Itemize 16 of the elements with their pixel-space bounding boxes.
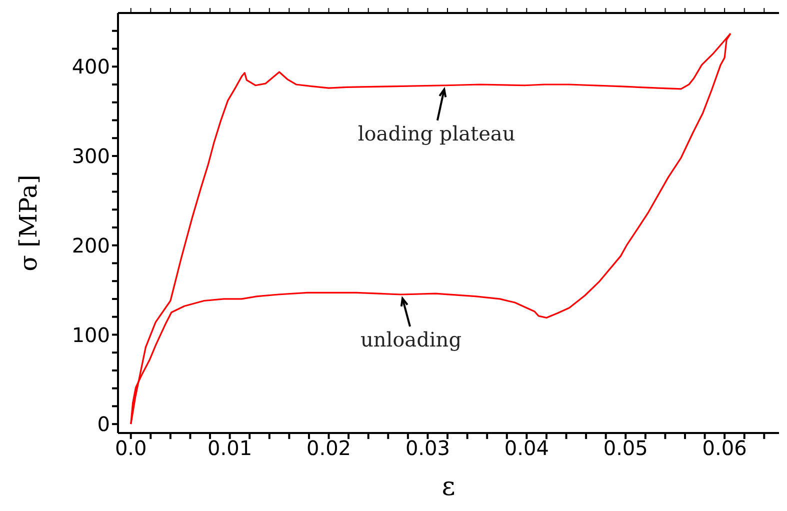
y-tick-label: 200 [72, 233, 110, 258]
x-tick-label: 0.04 [504, 436, 549, 460]
x-axis-title: ε [442, 472, 456, 502]
x-tick-label: 0.01 [208, 436, 252, 460]
y-tick-label: 100 [72, 322, 110, 347]
y-tick-label: 400 [72, 54, 110, 79]
annotation: loading plateau [358, 121, 516, 146]
x-tick-label: 0.02 [306, 436, 352, 460]
x-tick-label: 0.05 [603, 436, 648, 460]
x-tick-label: 0.06 [702, 436, 747, 460]
annotation: unloading [360, 327, 462, 352]
y-tick-label: 300 [72, 144, 110, 168]
y-axis-title: σ [MPa] [14, 174, 43, 272]
x-tick-label: 0.03 [405, 436, 450, 460]
y-tick-label: 0 [97, 412, 110, 436]
x-tick-label: 0.0 [114, 436, 147, 460]
